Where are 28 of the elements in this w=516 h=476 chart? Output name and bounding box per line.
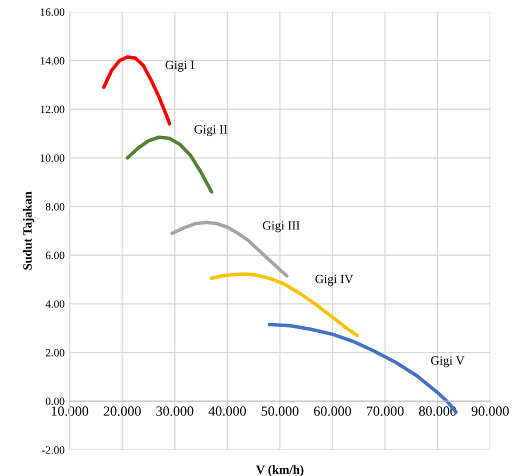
series-label: Gigi III: [262, 221, 300, 232]
series-label: Gigi II: [194, 125, 228, 136]
x-tick-label: 20.000: [104, 406, 141, 416]
y-tick-label: 16.00: [40, 8, 64, 16]
series-label: Gigi IV: [315, 274, 354, 286]
y-tick-label: 4.00: [46, 300, 64, 308]
y-tick-label: 2.00: [46, 348, 64, 357]
y-tick-label: 6.00: [46, 252, 64, 260]
x-tick-label: 90.000: [472, 406, 509, 416]
line-series: [170, 220, 288, 278]
x-tick-label: 40.000: [208, 406, 246, 416]
x-tick-label: 60.000: [314, 406, 352, 416]
line-series: [126, 135, 214, 194]
x-axis-title: V (km/h): [256, 465, 304, 476]
y-tick-label: 8.00: [46, 202, 64, 211]
line-series: [210, 272, 359, 338]
y-tick-label: 10.00: [40, 154, 64, 162]
y-tick-label: 14.00: [40, 57, 64, 65]
y-tick-label: 12.00: [40, 106, 64, 114]
y-axis-title: Sudut Tajakan: [22, 192, 34, 270]
y-tick-label: -2.00: [42, 446, 64, 454]
series-label: Gigi V: [431, 356, 465, 368]
x-tick-label: 10.000: [52, 406, 88, 416]
series-label: Gigi I: [166, 60, 194, 72]
x-tick-label: 30.000: [156, 406, 194, 416]
x-tick-label: 50.000: [262, 406, 298, 416]
x-tick-label: 70.000: [366, 406, 404, 416]
y-tick-label: 0.00: [46, 398, 64, 406]
